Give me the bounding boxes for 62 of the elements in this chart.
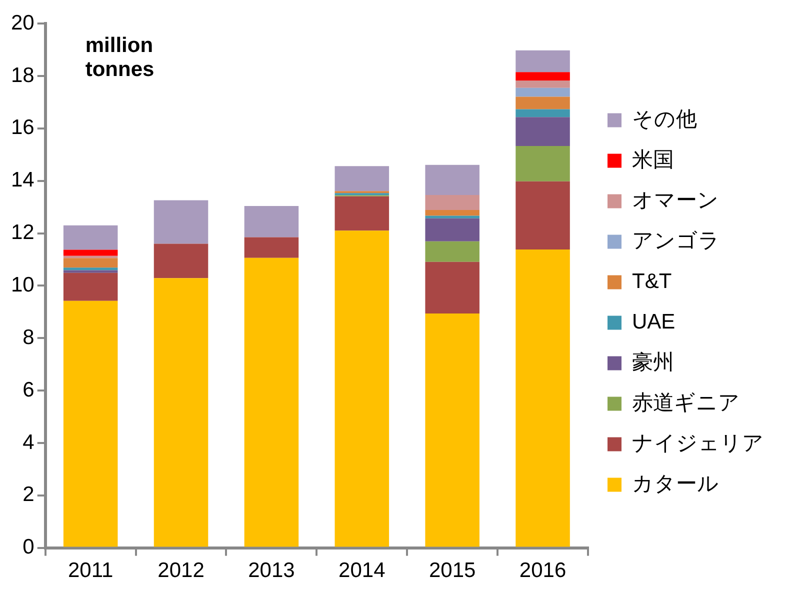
legend-label: アンゴラ — [632, 230, 720, 253]
bar — [154, 244, 208, 278]
legend-label: 赤道ギニア — [632, 392, 740, 415]
bar — [334, 196, 390, 231]
bar — [516, 109, 570, 118]
x-tick-label: 2013 — [248, 559, 295, 582]
y-tick-label: 4 — [22, 430, 35, 454]
legend-label: ナイジェリア — [632, 432, 764, 456]
bar — [244, 258, 299, 547]
bar — [63, 268, 118, 270]
bar — [516, 96, 570, 110]
bar — [334, 166, 390, 192]
y-tick-label: 14 — [11, 168, 35, 192]
y-tick-label: 10 — [11, 273, 34, 296]
y-tick-label: 8 — [22, 326, 34, 349]
y-tick-label: 2 — [22, 483, 34, 506]
legend-label: UAE — [632, 310, 676, 334]
y-tick-label: 12 — [11, 221, 34, 244]
legend-label: T&T — [632, 270, 672, 294]
x-tick-label: 2014 — [338, 559, 386, 582]
bar — [516, 88, 570, 97]
bar — [425, 262, 480, 314]
y-tick-label: 16 — [11, 116, 34, 140]
bar — [425, 313, 480, 547]
bar — [516, 117, 570, 146]
bar — [425, 210, 480, 216]
x-tick-label: 2016 — [519, 559, 566, 582]
legend-label: オマーン — [632, 189, 719, 212]
bar — [516, 181, 570, 250]
y-tick-label: 0 — [22, 536, 34, 559]
bar — [516, 80, 570, 88]
bar — [154, 278, 208, 547]
bar — [516, 146, 570, 182]
bar — [516, 250, 570, 547]
bar — [63, 258, 118, 268]
bar — [425, 218, 480, 242]
legend-label: その他 — [632, 108, 697, 132]
bar — [425, 195, 480, 210]
bar — [334, 230, 390, 547]
bar — [63, 270, 118, 273]
bar — [63, 250, 118, 256]
bar — [63, 225, 118, 250]
bar — [425, 241, 480, 262]
legend-label: カタール — [632, 472, 719, 496]
y-axis-title: million tonnes — [85, 34, 154, 81]
bar — [154, 200, 208, 244]
legend-label: 米国 — [632, 148, 674, 172]
legend-label: 豪州 — [632, 351, 674, 374]
bar — [425, 164, 480, 196]
bar — [63, 272, 118, 301]
y-tick-label: 18 — [11, 64, 34, 87]
y-tick-label: 20 — [11, 11, 34, 34]
x-tick-label: 2015 — [428, 559, 476, 582]
bar — [516, 72, 570, 80]
bar — [244, 206, 299, 238]
bar — [63, 300, 118, 547]
x-tick-label: 2012 — [158, 559, 204, 582]
y-tick-label: 6 — [22, 378, 34, 402]
bar — [516, 50, 570, 72]
bar — [244, 237, 299, 258]
bar — [425, 216, 480, 218]
x-tick-label: 2011 — [68, 559, 114, 582]
